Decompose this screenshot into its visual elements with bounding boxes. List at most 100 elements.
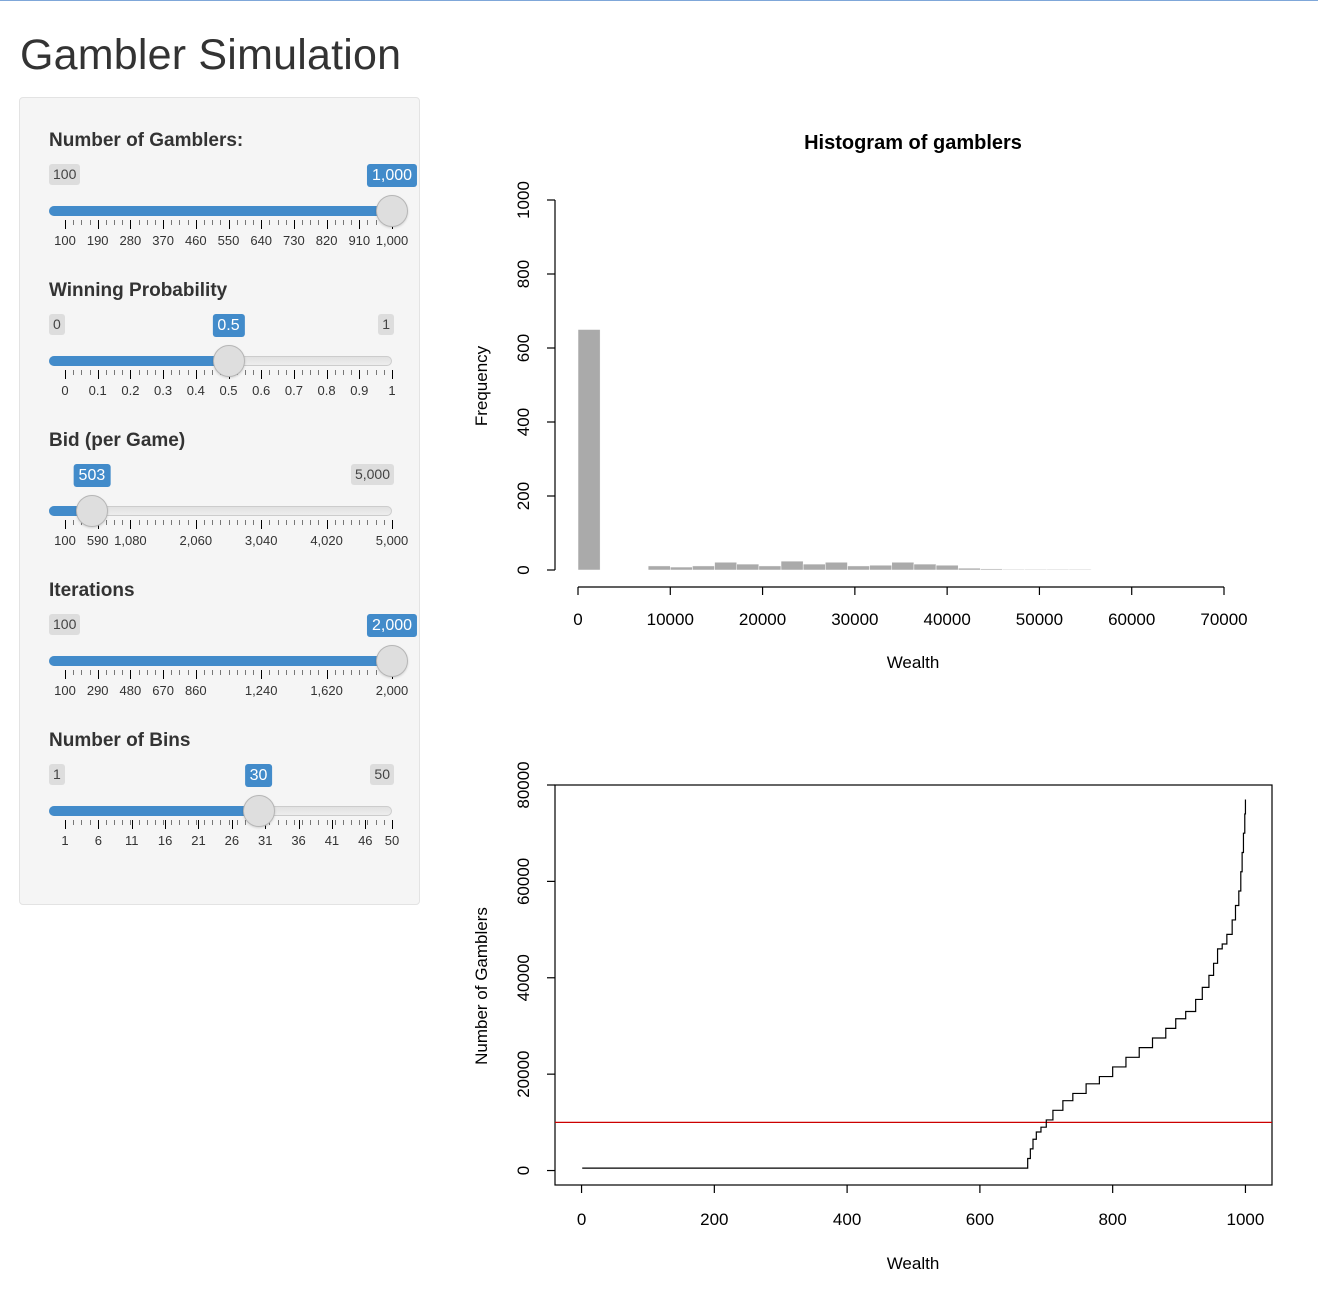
minor-tick [105, 220, 107, 225]
histogram-title: Histogram of gamblers [804, 132, 1022, 154]
minor-tick [375, 520, 377, 525]
minor-tick [359, 520, 361, 525]
minor-tick [138, 820, 140, 825]
number-of-gamblers-tick-label: 460 [184, 233, 207, 248]
minor-tick [277, 670, 279, 675]
major-tick [231, 820, 233, 829]
minor-tick [277, 820, 279, 825]
histogram-y-tick-label: 800 [514, 260, 533, 288]
minor-tick [220, 520, 222, 525]
minor-tick [277, 370, 279, 375]
minor-tick [187, 220, 189, 225]
histogram-y-tick-label: 0 [514, 565, 533, 574]
iterations-tick-label: 100 [54, 683, 76, 698]
minor-tick [302, 370, 304, 375]
line-chart-y-label: Number of Gamblers [472, 907, 491, 1065]
minor-tick [285, 220, 287, 225]
minor-tick [310, 370, 312, 375]
number-of-gamblers-tick-label: 100 [54, 233, 76, 248]
histogram-bar [1024, 569, 1048, 571]
histogram-bar [1002, 569, 1025, 571]
minor-tick [383, 520, 385, 525]
iterations-tick-label: 1,240 [244, 683, 278, 698]
iterations-handle[interactable] [376, 645, 408, 677]
major-tick [365, 820, 367, 829]
minor-tick [203, 520, 205, 525]
winning-probability-tick-label: 0.6 [252, 383, 271, 398]
minor-tick [310, 820, 312, 825]
winning-probability-handle[interactable] [212, 345, 245, 377]
minor-tick [122, 220, 124, 225]
minor-tick [293, 670, 295, 675]
major-tick [65, 520, 66, 529]
histogram-bar [869, 564, 893, 571]
major-tick [261, 370, 263, 379]
number-of-bins-min-badge: 1 [49, 764, 65, 785]
minor-tick [73, 220, 75, 225]
minor-tick [253, 220, 255, 225]
histogram-bar [1068, 569, 1092, 571]
histogram-x-tick-label: 60000 [1108, 610, 1155, 629]
winning-probability-tick-label: 0.2 [121, 383, 140, 398]
minor-tick [105, 520, 107, 525]
minor-tick [114, 220, 116, 225]
number-of-bins-tick-label: 41 [324, 833, 340, 848]
histogram-bar [670, 566, 693, 571]
number-of-gamblers-handle[interactable] [376, 195, 408, 227]
minor-tick [212, 820, 214, 825]
minor-tick [285, 520, 287, 525]
histogram-x-label: Wealth [887, 653, 940, 672]
iterations-fill [49, 656, 392, 666]
minor-tick [89, 370, 91, 375]
major-tick [65, 670, 66, 679]
minor-tick [81, 370, 83, 375]
bid-per-game-handle[interactable] [75, 495, 108, 527]
major-tick [293, 370, 295, 379]
winning-probability-tick-label: 0.1 [88, 383, 107, 398]
minor-tick [154, 520, 156, 525]
minor-tick [179, 820, 181, 825]
minor-tick [326, 820, 328, 825]
number-of-gamblers-fill [49, 206, 392, 216]
number-of-gamblers-tick-label: 550 [217, 233, 240, 248]
histogram-bar [913, 563, 937, 571]
line-chart-y-tick-label: 20000 [514, 1051, 533, 1098]
minor-tick [105, 670, 107, 675]
minor-tick [302, 820, 304, 825]
minor-tick [138, 220, 140, 225]
bid-per-game-tick-label: 100 [54, 533, 76, 548]
number-of-bins-handle[interactable] [242, 795, 275, 827]
minor-tick [342, 370, 344, 375]
minor-tick [375, 370, 377, 375]
wealth-series-line [582, 799, 1247, 1169]
minor-tick [228, 520, 230, 525]
minor-tick [375, 820, 377, 825]
minor-tick [203, 820, 205, 825]
major-tick [131, 820, 133, 829]
histogram-x-tick-label: 10000 [647, 610, 694, 629]
minor-tick [179, 520, 181, 525]
minor-tick [89, 220, 91, 225]
bid-per-game-fill [49, 506, 92, 516]
minor-tick [212, 520, 214, 525]
minor-tick [302, 220, 304, 225]
minor-tick [220, 220, 222, 225]
minor-tick [163, 520, 165, 525]
minor-tick [359, 670, 361, 675]
major-tick [98, 820, 100, 829]
minor-tick [122, 670, 124, 675]
histogram-x-tick-label: 0 [573, 610, 582, 629]
minor-tick [81, 220, 83, 225]
iterations-tick-label: 480 [119, 683, 142, 698]
major-tick [261, 520, 263, 529]
sidebar-panel: Number of Gamblers:1001,0001,00010019028… [19, 97, 420, 905]
major-tick [392, 820, 393, 829]
minor-tick [269, 820, 271, 825]
minor-tick [179, 670, 181, 675]
minor-tick [253, 670, 255, 675]
major-tick [326, 670, 328, 679]
minor-tick [73, 820, 75, 825]
bid-per-game-label: Bid (per Game) [49, 430, 186, 451]
number-of-bins-label: Number of Bins [49, 730, 191, 751]
